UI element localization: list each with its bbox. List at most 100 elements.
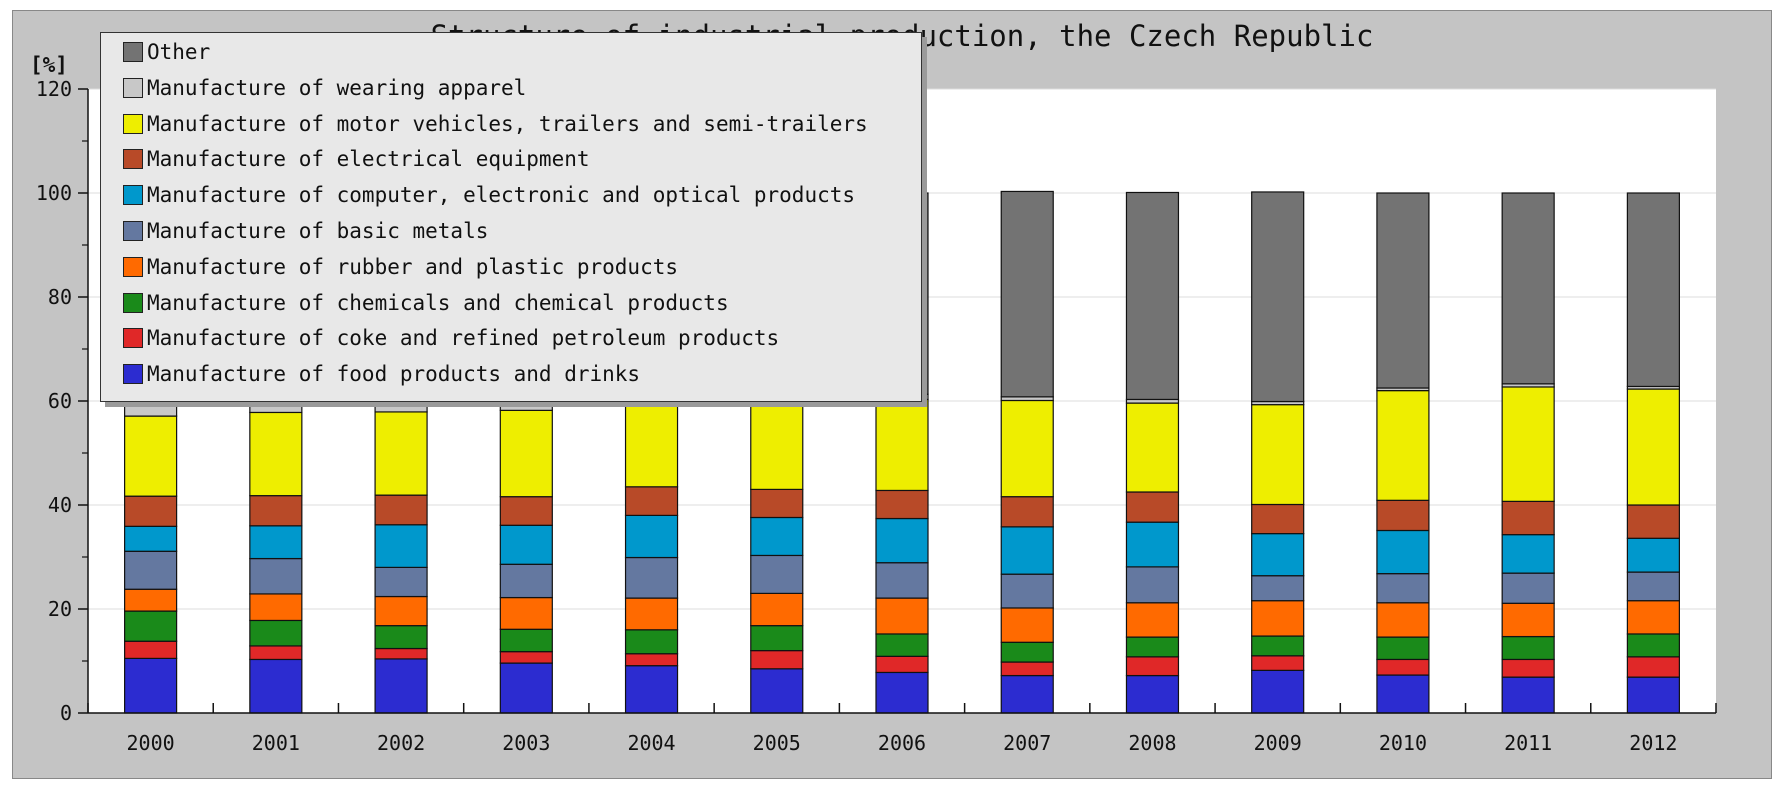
- bar-segment: [1501, 386, 1555, 502]
- bar-segment: [624, 514, 679, 559]
- bar-segment: [249, 645, 303, 661]
- bar-segment: [1251, 600, 1305, 637]
- bar-segment: [1376, 602, 1430, 638]
- bar-segment: [1251, 191, 1305, 403]
- y-tick-label: 80: [48, 285, 72, 309]
- bar-segment: [1125, 402, 1180, 493]
- bar-segment: [1626, 676, 1680, 714]
- bar-segment: [1626, 633, 1680, 658]
- bar-segment: [1376, 390, 1430, 501]
- x-tick-label: 2012: [1629, 731, 1677, 755]
- bar-segment: [1125, 674, 1180, 714]
- bar-segment: [124, 525, 178, 552]
- bar-segment: [1501, 602, 1555, 638]
- bar-segment: [499, 401, 553, 411]
- bar-segment: [124, 657, 178, 714]
- legend-label: Manufacture of coke and refined petroleu…: [147, 326, 780, 351]
- bar-segment: [1501, 676, 1555, 714]
- legend-swatch: [123, 256, 143, 277]
- bar-segment: [249, 593, 303, 622]
- bar-segment: [750, 488, 804, 519]
- bar-segment: [1000, 573, 1054, 609]
- bar-segment: [124, 415, 178, 497]
- legend-swatch: [123, 292, 143, 313]
- bar-segment: [249, 658, 303, 714]
- bar-segment: [1251, 532, 1305, 577]
- bar-segment: [124, 495, 178, 527]
- bar-segment: [499, 563, 553, 599]
- legend-item: Other: [123, 37, 210, 67]
- x-tick-label: 2005: [753, 731, 801, 755]
- bar-segment: [374, 647, 428, 660]
- y-tick-label: 20: [48, 597, 72, 621]
- bar-segment: [1125, 491, 1180, 523]
- legend-swatch: [123, 221, 143, 241]
- bar-segment: [1626, 600, 1680, 635]
- legend-swatch: [123, 42, 143, 62]
- bar-segment: [499, 409, 553, 498]
- bar-segment: [499, 596, 553, 630]
- legend-label: Manufacture of chemicals and chemical pr…: [147, 290, 729, 315]
- bar-segment: [499, 651, 553, 664]
- bar-segment: [1251, 404, 1305, 506]
- y-axis-label: [%]: [30, 53, 68, 77]
- bar-segment: [1501, 658, 1555, 678]
- bar-segment: [875, 597, 929, 635]
- bar-segment: [1125, 636, 1180, 658]
- bar-segment: [1251, 635, 1305, 657]
- bar-segment: [750, 649, 804, 670]
- bar-segment: [1376, 636, 1430, 661]
- x-tick-label: 2002: [377, 731, 425, 755]
- bar-segment: [374, 401, 428, 413]
- legend-label: Manufacture of rubber and plastic produc…: [147, 254, 679, 279]
- bar-segment: [624, 665, 679, 714]
- bar-segment: [249, 557, 303, 595]
- bar-segment: [1376, 573, 1430, 604]
- bar-segment: [750, 668, 804, 714]
- bar-segment: [249, 619, 303, 647]
- axes: 0 20 40 60 80 100 120 2000 2001 2002 2003 2004 2005 2…: [36, 77, 1717, 755]
- bar-segment: [1626, 571, 1680, 602]
- legend-item: Manufacture of wearing apparel: [123, 73, 526, 103]
- bar-segment: [1125, 602, 1180, 638]
- bar-segment: [875, 489, 929, 520]
- legend-label: Manufacture of motor vehicles, trailers …: [147, 111, 868, 136]
- bar-segment: [1125, 566, 1180, 604]
- bar-segment: [750, 516, 804, 557]
- legend-label: Manufacture of computer, electronic and …: [147, 183, 856, 208]
- bar-segment: [1125, 191, 1180, 401]
- bar-segment: [875, 398, 929, 492]
- legend: Other Manufacture of wearing apparel Manuf…: [100, 32, 922, 402]
- legend-swatch: [123, 185, 143, 206]
- bar-segment: [499, 662, 553, 714]
- bar-segment: [624, 629, 679, 655]
- bar-segment: [499, 524, 553, 565]
- bar-segment: [1000, 641, 1054, 663]
- bar-segment: [124, 610, 178, 642]
- bar-segment: [624, 556, 679, 599]
- x-tick-label: 2010: [1379, 731, 1427, 755]
- bar-segment: [1501, 192, 1555, 385]
- bar-segment: [249, 525, 303, 560]
- bar-segment: [875, 562, 929, 599]
- legend-item: Manufacture of chemicals and chemical pr…: [123, 288, 729, 318]
- bar-segment: [374, 411, 428, 496]
- y-tick-label: 60: [48, 389, 72, 413]
- bar-segment: [875, 633, 929, 657]
- bar-segment: [374, 658, 428, 714]
- legend-item: Manufacture of rubber and plastic produc…: [123, 252, 678, 282]
- bar-segment: [624, 400, 679, 488]
- bar-segment: [1000, 496, 1054, 528]
- bar-segment: [624, 653, 679, 667]
- bar-segment: [124, 640, 178, 659]
- x-tick-label: 2000: [127, 731, 175, 755]
- bar-segment: [750, 625, 804, 652]
- bar-segment: [1000, 674, 1054, 714]
- legend-label: Other: [147, 40, 211, 64]
- y-tick-label: 100: [36, 181, 72, 205]
- bar-segment: [875, 655, 929, 674]
- legend-label: Manufacture of basic metals: [147, 219, 489, 243]
- bar-segment: [1376, 674, 1430, 714]
- legend-swatch: [123, 77, 143, 98]
- bar-segment: [875, 671, 929, 714]
